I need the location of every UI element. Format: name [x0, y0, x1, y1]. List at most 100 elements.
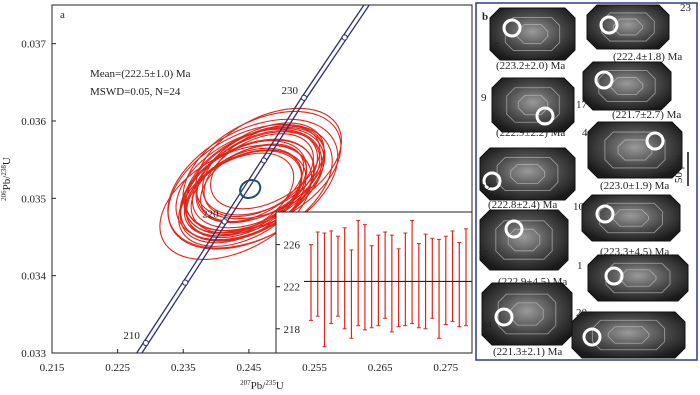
- x-tick-label: 0.265: [368, 362, 393, 374]
- analysis-spot: [535, 106, 555, 126]
- zircon-grain: [481, 282, 573, 346]
- annotation: Mean=(222.5±1.0) Ma: [90, 68, 191, 80]
- error-ellipse: [210, 125, 321, 210]
- y-axis-label: 206Pb/238U: [0, 157, 13, 201]
- age-label: 230: [282, 85, 299, 97]
- zircon-zoning: [612, 18, 644, 36]
- age-marker: [142, 339, 149, 347]
- inset-tick-label: 222: [284, 282, 301, 294]
- y-axis-label-part: Pb/: [1, 175, 13, 191]
- analysis-spot: [599, 15, 619, 35]
- age-marker: [182, 279, 189, 286]
- inset-tick-label: 226: [284, 240, 301, 252]
- spot-number: 22: [480, 182, 491, 194]
- zircon-grain: [582, 61, 672, 111]
- age-label: (222.9±2.2) Ma: [496, 127, 565, 139]
- y-axis-label-part: 238: [0, 165, 8, 176]
- zircon-zoning: [517, 94, 549, 116]
- zircon-grain: [479, 147, 576, 201]
- annotation: MSWD=0.05, N=24: [90, 86, 181, 98]
- zircon-grain: [571, 311, 686, 359]
- spot-number: 9: [481, 92, 487, 104]
- scale-label: 50 μm: [673, 154, 685, 183]
- x-axis-label-part: U: [276, 380, 284, 392]
- age-label: (222.8±2.4) Ma: [488, 199, 557, 211]
- spot-number: 20: [576, 307, 588, 319]
- spot-number: 15: [478, 249, 490, 261]
- zircon-zoning: [598, 70, 656, 102]
- zircon-grain: [587, 254, 689, 302]
- age-label: 210: [123, 330, 140, 342]
- y-tick-label: 0.036: [21, 116, 46, 128]
- zircon-zoning: [496, 156, 559, 192]
- zircon-grain: [479, 209, 569, 271]
- y-axis-label-part: 206: [0, 190, 8, 201]
- age-label: (221.3±2.1) Ma: [493, 346, 562, 358]
- analysis-spot: [582, 327, 602, 347]
- analysis-spot: [482, 171, 502, 191]
- y-tick-label: 0.034: [21, 271, 46, 283]
- x-tick-label: 0.225: [105, 362, 130, 374]
- inset-tick-label: 218: [284, 324, 301, 336]
- age-label: (222.4±1.8) Ma: [613, 51, 682, 63]
- concordia-curve: [141, 5, 371, 353]
- error-ellipse: [191, 131, 321, 229]
- concordia-curve: [135, 5, 365, 353]
- spot-number: 17: [576, 99, 588, 111]
- spot-number: 4: [582, 127, 588, 139]
- age-label: (221.7±2.7) Ma: [612, 109, 681, 121]
- spot-number: 24: [481, 319, 493, 331]
- mean-ellipse: [239, 179, 262, 200]
- analysis-spot: [604, 266, 624, 286]
- analysis-spot: [504, 219, 524, 239]
- spot-number: 5: [494, 41, 500, 53]
- zircon-zoning: [599, 202, 663, 234]
- x-tick-label: 0.255: [302, 362, 327, 374]
- zircon-grain: [586, 4, 670, 50]
- panel-label: a: [60, 9, 65, 21]
- age-label: (223.2±2.0) Ma: [496, 60, 565, 72]
- error-ellipse: [195, 107, 342, 220]
- age-label: (223.0±1.9) Ma: [600, 180, 669, 192]
- age-label: 220: [202, 209, 219, 221]
- y-axis-label-part: U: [1, 157, 13, 165]
- y-tick-label: 0.035: [21, 193, 46, 205]
- zircon-zoning: [607, 326, 650, 344]
- analysis-spot: [494, 307, 514, 327]
- age-marker: [221, 218, 228, 225]
- spot-number: 23: [680, 2, 692, 14]
- analysis-spot: [502, 18, 522, 38]
- age-marker: [300, 94, 308, 101]
- spot-number: 10: [573, 201, 585, 213]
- zircon-grain: [491, 77, 575, 133]
- x-axis-label-part: Pb/: [251, 380, 267, 392]
- age-marker: [341, 34, 348, 41]
- plot-area: 210 220 230: [123, 5, 371, 353]
- x-axis-label: 207Pb/235U: [240, 379, 284, 392]
- zircon-zoning: [507, 228, 541, 252]
- plot-frame: [51, 4, 473, 354]
- error-ellipse: [196, 125, 325, 223]
- panel-label: b: [482, 11, 488, 23]
- zircon-zoning: [591, 319, 666, 351]
- x-tick-label: 0.245: [237, 362, 262, 374]
- zircon-zoning: [495, 220, 553, 260]
- error-ellipse: [185, 149, 303, 239]
- spot-number: 1: [577, 260, 583, 272]
- y-tick-label: 0.033: [21, 348, 46, 360]
- x-axis-label-part: 235: [265, 379, 276, 387]
- zircon-zoning: [509, 164, 545, 184]
- zircon-zoning: [619, 269, 657, 287]
- x-tick-label: 0.215: [40, 362, 65, 374]
- x-tick-label: 0.235: [171, 362, 196, 374]
- x-tick-label: 0.275: [433, 362, 458, 374]
- analysis-spot: [595, 204, 615, 224]
- analysis-spot: [645, 131, 665, 151]
- age-marker: [260, 157, 268, 164]
- y-tick-label: 0.037: [21, 39, 46, 51]
- error-ellipse: [179, 138, 315, 241]
- analysis-spot: [594, 70, 614, 90]
- error-ellipse: [202, 122, 325, 216]
- x-axis-label-part: 207: [240, 379, 251, 387]
